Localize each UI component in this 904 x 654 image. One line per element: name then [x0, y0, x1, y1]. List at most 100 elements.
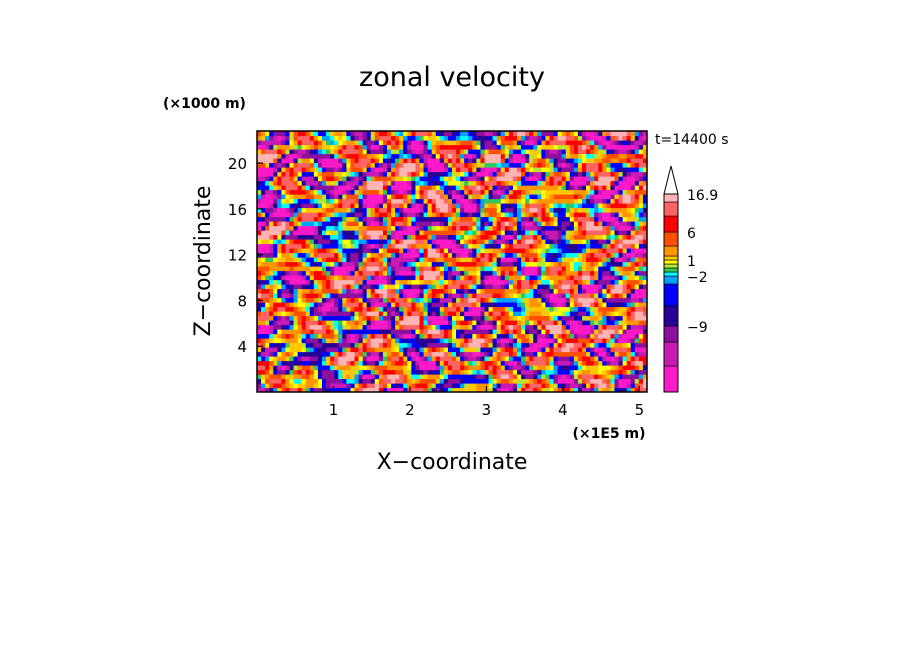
field-cell: [293, 189, 299, 195]
field-cell: [573, 374, 579, 380]
field-cell: [317, 351, 323, 357]
field-cell: [354, 131, 360, 137]
field-cell: [529, 284, 534, 290]
field-cell: [297, 270, 303, 276]
field-cell: [435, 230, 441, 236]
field-cell: [529, 189, 534, 195]
field-cell: [423, 293, 429, 299]
field-cell: [464, 324, 469, 330]
field-cell: [565, 180, 571, 186]
field-cell: [269, 302, 274, 308]
field-cell: [488, 369, 494, 375]
field-cell: [334, 347, 339, 353]
field-cell: [423, 266, 429, 272]
field-cell: [342, 185, 347, 191]
field-cell: [569, 252, 575, 258]
field-cell: [257, 320, 262, 326]
field-cell: [362, 158, 368, 164]
field-cell: [334, 185, 339, 191]
field-cell: [427, 261, 433, 267]
field-cell: [419, 383, 425, 389]
field-cell: [366, 342, 372, 348]
field-cell: [322, 243, 327, 249]
field-cell: [533, 279, 538, 285]
field-cell: [577, 261, 583, 267]
field-cell: [569, 324, 575, 330]
field-cell: [277, 167, 282, 173]
field-cell: [358, 225, 364, 231]
field-cell: [301, 239, 307, 245]
field-cell: [411, 378, 417, 384]
field-cell: [582, 333, 587, 339]
field-cell: [342, 198, 347, 204]
field-cell: [293, 374, 299, 380]
field-cell: [362, 239, 368, 245]
field-cell: [403, 185, 408, 191]
field-cell: [525, 347, 530, 353]
field-cell: [541, 266, 547, 272]
field-cell: [399, 284, 404, 290]
field-cell: [301, 351, 307, 357]
field-cell: [366, 270, 372, 276]
field-cell: [317, 374, 323, 380]
field-cell: [358, 378, 364, 384]
field-cell: [322, 171, 327, 177]
field-cell: [301, 374, 307, 380]
field-cell: [569, 149, 575, 155]
field-cell: [492, 230, 498, 236]
field-cell: [468, 383, 473, 389]
field-cell: [415, 378, 421, 384]
field-cell: [322, 315, 327, 321]
field-cell: [309, 338, 315, 344]
field-cell: [476, 203, 482, 209]
field-cell: [468, 342, 473, 348]
field-cell: [326, 207, 331, 213]
field-cell: [354, 356, 360, 362]
field-cell: [362, 333, 368, 339]
field-cell: [500, 158, 506, 164]
field-cell: [594, 252, 599, 258]
field-cell: [350, 225, 356, 231]
field-cell: [512, 171, 518, 177]
field-cell: [293, 351, 299, 357]
field-cell: [334, 311, 339, 317]
field-cell: [452, 185, 457, 191]
field-cell: [508, 140, 514, 146]
field-cell: [549, 356, 555, 362]
field-cell: [586, 131, 591, 137]
field-cell: [415, 212, 421, 218]
field-cell: [301, 135, 307, 141]
field-cell: [374, 198, 380, 204]
field-cell: [297, 198, 303, 204]
field-cell: [553, 284, 559, 290]
field-cell: [492, 194, 498, 200]
field-cell: [399, 252, 404, 258]
field-cell: [508, 252, 514, 258]
field-cell: [529, 288, 534, 294]
field-cell: [309, 221, 315, 227]
field-cell: [456, 365, 461, 371]
field-cell: [480, 270, 486, 276]
field-cell: [281, 252, 287, 258]
field-cell: [366, 248, 372, 254]
field-cell: [354, 162, 360, 168]
field-cell: [561, 131, 567, 137]
field-cell: [508, 167, 514, 173]
field-cell: [606, 383, 612, 389]
field-cell: [293, 360, 299, 366]
field-cell: [330, 212, 335, 218]
field-cell: [391, 360, 396, 366]
field-cell: [500, 167, 506, 173]
field-cell: [541, 135, 547, 141]
field-cell: [504, 338, 510, 344]
field-cell: [512, 176, 518, 182]
field-cell: [346, 360, 352, 366]
field-cell: [395, 185, 400, 191]
field-cell: [447, 338, 453, 344]
field-cell: [289, 266, 295, 272]
field-cell: [427, 333, 433, 339]
field-cell: [517, 320, 522, 326]
field-cell: [366, 198, 372, 204]
field-cell: [297, 369, 303, 375]
field-cell: [573, 293, 579, 299]
